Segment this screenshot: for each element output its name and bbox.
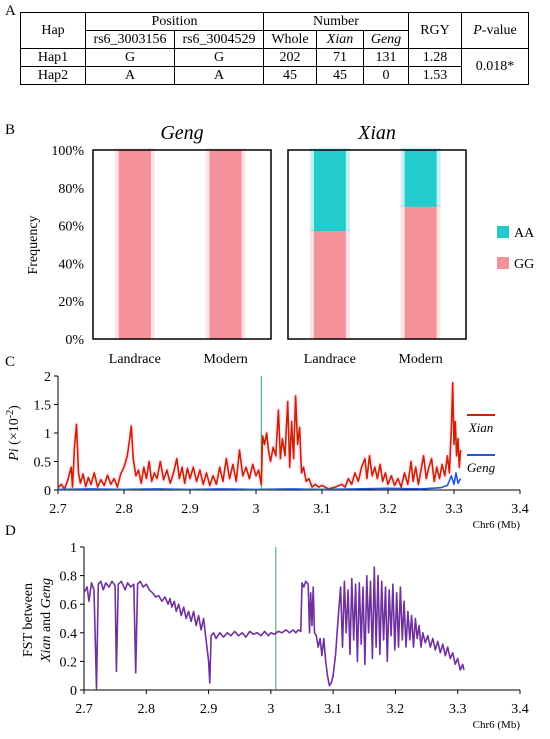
sub-header-xian: Xian xyxy=(316,30,364,49)
table-row: Hap1 G G 202 71 131 1.28 0.018* xyxy=(20,48,529,85)
b-xtick-label: Modern xyxy=(398,352,442,367)
c-series-xian xyxy=(57,381,462,490)
c-xtick-label: 3.2 xyxy=(379,502,397,517)
pvalue-header: P-value xyxy=(461,12,529,49)
c-xlabel: Chr6 (Mb) xyxy=(473,519,521,531)
b-plot-frame xyxy=(287,149,467,340)
d-xtick-label: 2.7 xyxy=(75,702,93,717)
b-subplot-title: Xian xyxy=(357,122,396,144)
d-xtick-label: 3.3 xyxy=(449,702,467,717)
table-row: Hap2 A A 45 45 0 1.53 xyxy=(20,66,529,85)
c-xtick-label: 3.1 xyxy=(313,502,331,517)
d-ytick-label: 0 xyxy=(70,684,77,699)
cell-hap: Hap1 xyxy=(20,48,86,67)
c-ylabel-end: ) xyxy=(7,405,22,410)
c-xtick-label: 3 xyxy=(253,502,260,517)
d-xtick-label: 3.1 xyxy=(324,702,342,717)
position-header: Position xyxy=(85,12,264,31)
c-ylabel-sup: -2 xyxy=(5,410,16,418)
b-ytick-label: 60% xyxy=(58,220,84,235)
b-ytick-label: 100% xyxy=(51,144,84,159)
b-bar-aa xyxy=(404,150,437,207)
b-bar-gg xyxy=(313,231,346,339)
b-xtick-label: Modern xyxy=(203,352,247,367)
d-ylabel-xian: Xian xyxy=(39,636,54,663)
cell-rgy: 1.53 xyxy=(408,66,462,85)
cell-pvalue: 0.018* xyxy=(461,48,529,85)
d-ylabel-and: and xyxy=(39,608,54,635)
c-ylabel-unit: (×10 xyxy=(7,418,22,448)
b-legend-swatch xyxy=(497,257,509,269)
c-xtick-label: 2.7 xyxy=(49,502,67,517)
b-ytick-label: 80% xyxy=(58,182,84,197)
sub-header-rs2: rs6_3004529 xyxy=(174,30,264,49)
c-xtick-label: 2.8 xyxy=(115,502,133,517)
b-bar-gg xyxy=(209,150,242,339)
d-ylabel-line1: FST between xyxy=(21,583,36,657)
cell-rgy: 1.28 xyxy=(408,48,462,67)
d-xtick-label: 2.9 xyxy=(200,702,218,717)
d-xlabel: Chr6 (Mb) xyxy=(473,719,521,731)
d-ytick-label: 0.4 xyxy=(60,627,78,642)
d-xtick-label: 2.8 xyxy=(138,702,156,717)
b-plot-frame xyxy=(92,149,272,340)
c-ytick-label: 2 xyxy=(44,370,51,385)
panel-letter-c: C xyxy=(5,354,16,370)
c-series-geng xyxy=(57,472,462,491)
d-ytick-label: 0.8 xyxy=(60,570,78,585)
c-ytick-label: 1.5 xyxy=(34,399,52,414)
c-xtick-label: 2.9 xyxy=(181,502,199,517)
c-xtick-label: 3.4 xyxy=(511,502,529,517)
cell-xian: 45 xyxy=(316,66,364,85)
c-ytick-label: 0.5 xyxy=(34,456,52,471)
c-ylabel-pi: Pi xyxy=(7,448,22,462)
d-xtick-label: 3 xyxy=(267,702,274,717)
panel-letter-d: D xyxy=(5,523,16,539)
d-ylabel-geng: Geng xyxy=(39,578,54,608)
b-ytick-label: 0% xyxy=(65,333,84,348)
c-ylabel: Pi (×10-2) xyxy=(5,405,22,462)
cell-pos2: A xyxy=(174,66,264,85)
d-ylabel-line2: Xian and Geng xyxy=(39,578,54,663)
cell-whole: 45 xyxy=(263,66,317,85)
haplotype-table: Hap Position Number RGY P-value rs6_3003… xyxy=(20,12,529,85)
panel-letter-b: B xyxy=(5,122,16,138)
d-ytick-label: 0.6 xyxy=(60,598,78,613)
d-series-fst xyxy=(83,566,465,690)
d-ytick-label: 1 xyxy=(70,541,77,556)
b-bar-gg xyxy=(118,150,151,339)
sub-header-rs1: rs6_3003156 xyxy=(85,30,175,49)
b-xtick-label: Landrace xyxy=(304,352,356,367)
sub-header-geng: Geng xyxy=(363,30,409,49)
d-xtick-label: 3.4 xyxy=(511,702,529,717)
b-ytick-label: 40% xyxy=(58,257,84,272)
b-xtick-label: Landrace xyxy=(109,352,161,367)
d-ytick-label: 0.2 xyxy=(60,655,78,670)
panel-letter-a: A xyxy=(5,3,16,19)
d-xtick-label: 3.2 xyxy=(387,702,405,717)
c-ytick-label: 0 xyxy=(44,484,51,499)
b-subplot-title: Geng xyxy=(160,122,203,144)
c-xtick-label: 3.3 xyxy=(445,502,463,517)
b-legend-swatch xyxy=(497,226,509,238)
b-ytick-label: 20% xyxy=(58,295,84,310)
b-bar-gg xyxy=(404,206,437,339)
b-legend-label: AA xyxy=(514,226,535,241)
b-legend-label: GG xyxy=(514,257,534,272)
b-ylabel: Frequency xyxy=(26,215,41,274)
c-ytick-label: 1 xyxy=(44,427,51,442)
c-legend-label: Geng xyxy=(467,460,496,475)
c-legend-label: Xian xyxy=(468,420,494,435)
b-bar-aa xyxy=(313,150,346,232)
